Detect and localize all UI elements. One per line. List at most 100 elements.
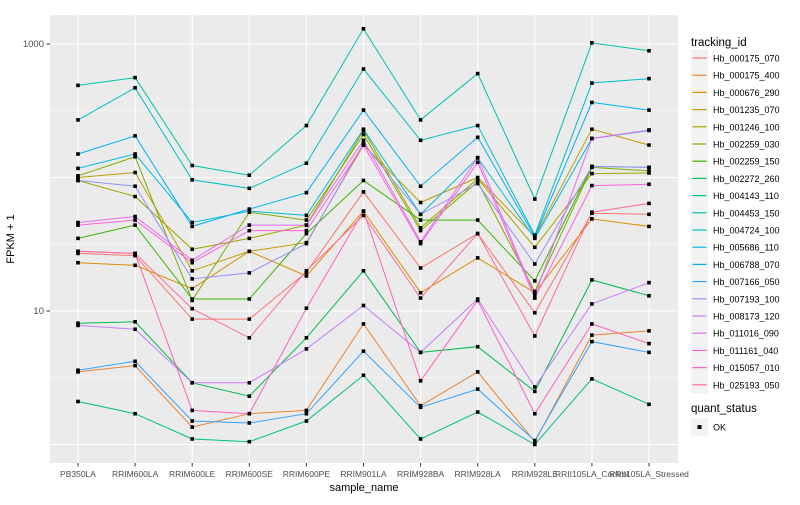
data-point <box>418 241 423 246</box>
data-point <box>133 327 137 332</box>
data-point <box>590 171 594 176</box>
data-point <box>590 322 594 326</box>
y-tick-label: 1000 <box>23 39 44 50</box>
data-point <box>533 197 537 201</box>
data-point <box>647 171 651 175</box>
data-point <box>133 214 137 219</box>
y-tick-label: 10 <box>33 306 44 317</box>
x-tick-label: RRIM928BA <box>397 469 445 479</box>
data-point <box>190 437 194 441</box>
data-point <box>247 271 252 275</box>
data-point <box>475 231 480 236</box>
axis-ticks <box>46 43 650 467</box>
legend-item: Hb_001235_070 <box>691 101 780 119</box>
data-point <box>247 317 252 321</box>
data-point <box>533 234 537 239</box>
y-axis-tick-labels: 1000 10 <box>23 39 44 317</box>
data-point <box>647 201 651 206</box>
data-points <box>76 26 651 447</box>
data-point <box>76 152 80 156</box>
data-point <box>190 419 194 423</box>
data-point <box>247 207 252 211</box>
data-point <box>304 213 309 218</box>
legend-quant-items: OK <box>691 418 726 436</box>
data-point <box>647 212 651 217</box>
x-tick-label: PB350LA <box>60 469 96 479</box>
data-point <box>418 218 423 222</box>
data-point <box>475 410 480 414</box>
data-point <box>361 127 366 132</box>
legend-item: Hb_000175_400 <box>691 66 780 84</box>
data-point <box>361 213 366 218</box>
data-point <box>133 134 137 138</box>
data-point <box>247 421 252 425</box>
x-tick-label: RRIM600PE <box>283 469 331 479</box>
data-point <box>76 323 80 328</box>
legend-item: Hb_007166_050 <box>691 273 780 291</box>
data-point <box>418 118 423 122</box>
data-point <box>647 143 651 147</box>
data-point <box>647 182 651 187</box>
data-point <box>133 320 137 324</box>
data-point <box>418 350 423 355</box>
legend-tracking-items: Hb_000175_070 Hb_000175_400 Hb_000676_290 H… <box>691 49 780 394</box>
legend-item: Hb_002272_260 <box>691 169 780 187</box>
data-point <box>133 194 137 199</box>
data-point <box>361 26 366 31</box>
data-point <box>247 297 252 301</box>
legend-label: Hb_025193_050 <box>713 380 780 390</box>
data-point <box>647 224 651 229</box>
data-point <box>533 438 537 443</box>
data-point <box>304 411 309 416</box>
legend-key-point <box>697 425 702 429</box>
data-point <box>361 190 366 194</box>
data-point <box>76 399 80 404</box>
data-point <box>133 359 137 364</box>
data-point <box>247 335 252 340</box>
data-point <box>247 411 252 416</box>
legend-label: Hb_007193_100 <box>713 294 780 304</box>
data-point <box>76 251 80 256</box>
data-point <box>190 306 194 311</box>
data-point <box>361 373 366 378</box>
legend-label: Hb_005686_110 <box>713 243 779 253</box>
data-point <box>361 67 366 71</box>
data-point <box>304 335 309 340</box>
data-point <box>133 75 137 80</box>
legend-item: Hb_004724_100 <box>691 221 780 239</box>
data-point <box>190 408 194 413</box>
data-point <box>533 442 537 447</box>
data-point <box>590 217 594 221</box>
data-point <box>247 380 252 385</box>
data-point <box>418 212 423 217</box>
data-point <box>361 138 366 143</box>
data-point <box>533 411 537 416</box>
legend-label: Hb_006788_070 <box>713 260 780 270</box>
data-point <box>133 154 137 159</box>
data-point <box>361 303 366 308</box>
data-point <box>590 278 594 282</box>
data-point <box>76 220 80 225</box>
legend-quant-title: quant_status <box>691 403 757 415</box>
legend-label: OK <box>713 423 726 433</box>
data-point <box>647 402 651 407</box>
legend-item: OK <box>691 418 726 436</box>
legend-item: Hb_002259_150 <box>691 152 780 170</box>
legend-item: Hb_011161_040 <box>691 341 778 359</box>
data-point <box>190 317 194 321</box>
legend-label: Hb_002259_030 <box>713 140 780 150</box>
data-point <box>647 280 651 285</box>
data-point <box>133 253 137 258</box>
legend-label: Hb_000676_290 <box>713 88 780 98</box>
data-point <box>418 225 423 230</box>
data-point <box>190 297 194 301</box>
data-point <box>247 228 252 233</box>
data-point <box>190 220 194 225</box>
legend-label: Hb_004143_110 <box>713 191 779 201</box>
data-point <box>361 209 366 213</box>
data-point <box>533 245 537 250</box>
data-point <box>76 83 80 88</box>
data-point <box>133 263 137 268</box>
legend-tracking-title: tracking_id <box>691 37 747 49</box>
data-point <box>247 236 252 241</box>
